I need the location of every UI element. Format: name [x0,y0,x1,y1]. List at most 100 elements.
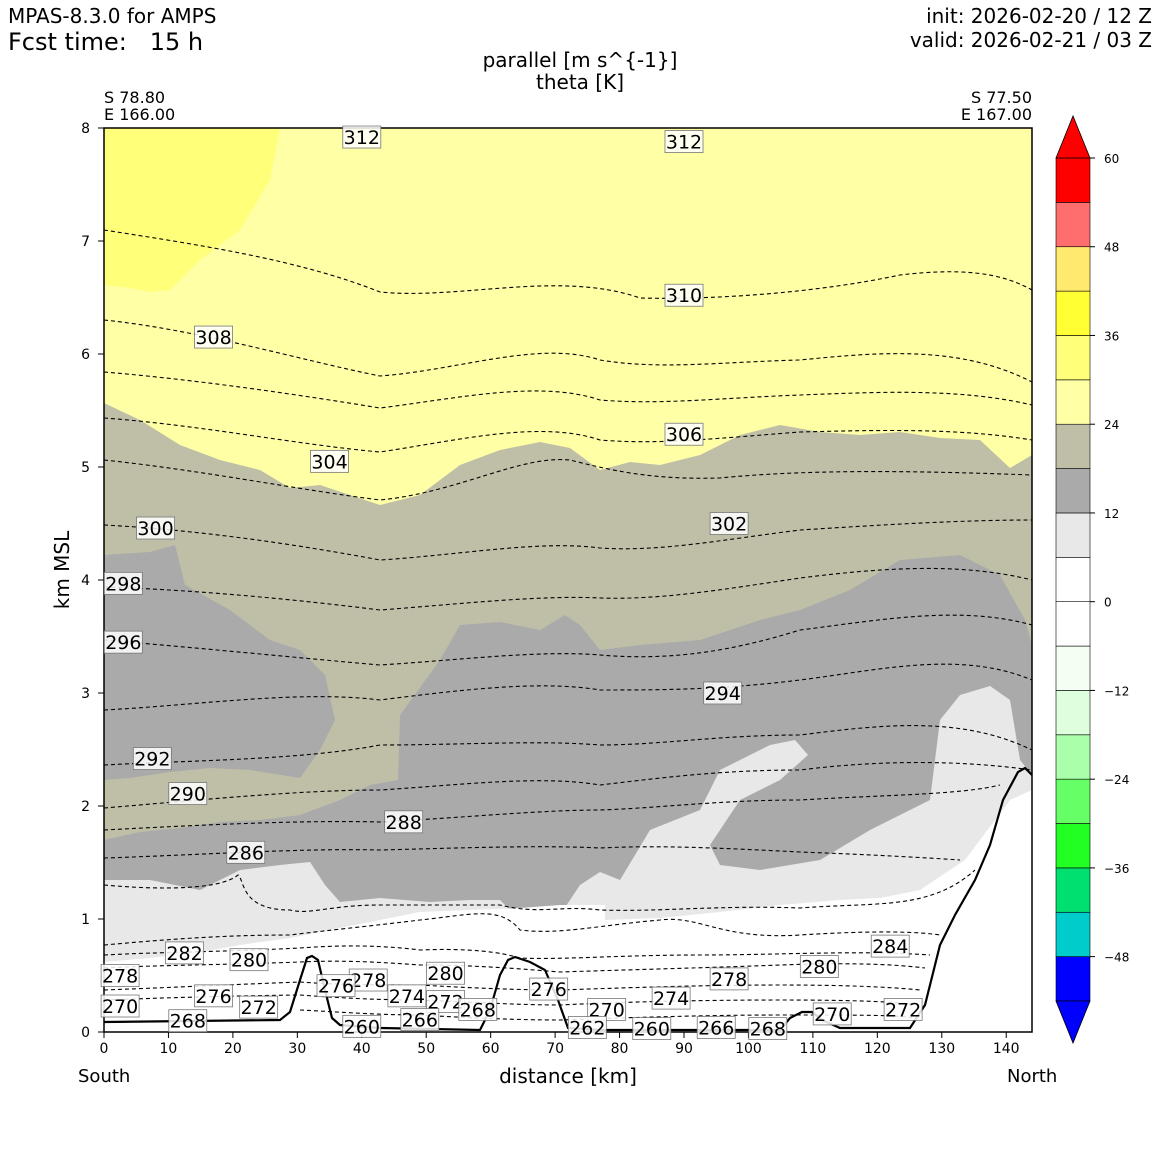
right-end-lat: S 77.50 [970,88,1032,107]
x-tick-label: 30 [288,1041,306,1057]
theta-contour-label: 284 [870,934,910,958]
theta-contour-label: 300 [136,516,175,540]
theta-label-box [342,125,382,149]
theta-contour-label: 260 [342,1014,382,1038]
init-time: init: 2026-02-20 / 12 Z [926,4,1152,28]
theta-label-box [103,630,143,654]
forecast-time: Fcst time: 15 h [8,28,204,56]
colorbar-segment [1055,601,1091,647]
theta-label-text: 292 [134,749,170,771]
colorbar-segment [1055,690,1091,736]
theta-label-text: 266 [402,1010,438,1032]
theta-contour-label: 274 [651,986,691,1010]
colorbar-tick-label: 36 [1104,329,1119,343]
theta-label-text: 296 [105,632,141,654]
y-tick-label: 7 [81,234,90,250]
y-tick-label: 2 [81,799,90,815]
theta-contour-label: 272 [883,998,923,1021]
theta-label-box [709,512,749,535]
x-tick-label: 140 [993,1041,1020,1057]
theta-contour-label: 282 [165,941,204,965]
theta-contour-label: 280 [229,948,269,972]
theta-label-box [567,1016,607,1039]
theta-contour-label: 260 [632,1017,672,1041]
theta-contour-label: 312 [664,130,704,154]
theta-label-box [226,840,266,864]
theta-contour-label: 274 [387,984,427,1008]
theta-label-text: 310 [666,285,702,307]
theta-label-text: 280 [801,956,837,978]
theta-label-text: 286 [228,842,264,864]
theta-contour-label: 268 [748,1017,788,1041]
theta-label-box [342,1014,382,1038]
colorbar-tick-label: −12 [1104,684,1129,698]
theta-label-text: 312 [666,132,702,154]
theta-contour-label: 290 [168,782,208,806]
colorbar-segment [1055,823,1091,869]
theta-label-text: 278 [711,969,747,991]
theta-label-box [168,782,208,805]
colorbar-tick-label: −24 [1104,773,1129,787]
theta-label-box [664,130,704,153]
theta-label-text: 272 [427,991,463,1013]
theta-label-box [651,986,691,1010]
theta-label-box [229,948,269,972]
theta-label-text: 274 [389,986,425,1008]
colorbar-segment [1055,157,1091,203]
theta-label-text: 298 [105,573,141,595]
theta-label-text: 266 [698,1017,734,1039]
theta-contour-label: 276 [194,984,233,1008]
theta-label-box [165,941,204,965]
x-axis-label: distance [km] [499,1064,637,1088]
theta-label-text: 278 [350,970,386,992]
x-tick-label: 60 [482,1041,500,1057]
theta-label-text: 260 [634,1019,670,1041]
theta-label-text: 268 [750,1019,786,1041]
theta-contour-label: 298 [103,571,143,595]
south-label: South [78,1066,131,1087]
theta-label-text: 268 [460,999,496,1021]
colorbar-segment [1055,335,1091,381]
theta-label-box [696,1016,736,1039]
x-tick-label: 90 [675,1041,693,1057]
colorbar-tick-label: 0 [1104,596,1112,610]
x-tick-label: 70 [546,1041,564,1057]
colorbar-segment [1055,645,1091,691]
x-tick-label: 0 [100,1041,109,1057]
colorbar-segment [1055,379,1091,425]
theta-contour-label: 276 [316,974,356,998]
theta-contour-label: 308 [194,325,233,349]
theta-label-box [100,964,140,987]
colorbar-segment [1055,512,1091,558]
theta-label-text: 268 [170,1011,206,1033]
theta-label-text: 300 [137,518,173,540]
colorbar-segment [1055,778,1091,824]
theta-label-text: 304 [311,451,347,473]
colorbar-segment [1055,557,1091,602]
theta-label-box [426,961,465,985]
left-end-lon: E 166.00 [104,105,176,124]
theta-label-text: 294 [705,683,741,705]
theta-contour-label: 278 [709,967,749,991]
y-tick-label: 3 [81,686,90,702]
colorbar-segment [1055,734,1091,780]
colorbar-tick-label: −48 [1104,951,1129,965]
theta-label-box [194,325,233,349]
theta-contour-label: 288 [384,810,424,834]
theta-label-box [812,1002,852,1026]
chart-title: parallel [m s^{-1}] [482,48,678,72]
theta-contour-label: 280 [426,961,465,985]
theta-label-box [100,994,140,1018]
x-tick-label: 50 [417,1041,435,1057]
theta-contour-label: 262 [567,1016,607,1039]
theta-label-text: 312 [344,127,380,149]
colorbar-segment [1055,246,1091,292]
colorbar-tick-label: 12 [1104,507,1119,521]
theta-label-text: 276 [195,986,231,1008]
chart-subtitle: theta [K] [536,70,624,94]
theta-label-box [632,1017,672,1041]
y-tick-label: 1 [81,912,90,928]
theta-contour-label: 304 [310,449,349,473]
